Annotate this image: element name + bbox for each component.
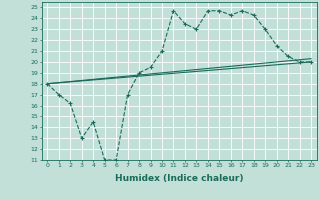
X-axis label: Humidex (Indice chaleur): Humidex (Indice chaleur) bbox=[115, 174, 244, 183]
